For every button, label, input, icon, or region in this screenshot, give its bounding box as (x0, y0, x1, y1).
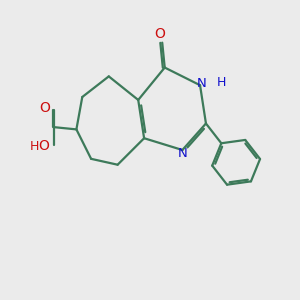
Text: H: H (217, 76, 226, 89)
Text: N: N (178, 147, 187, 160)
Text: H: H (30, 140, 39, 153)
Text: O: O (40, 101, 50, 115)
Text: O: O (154, 27, 165, 41)
Text: N: N (197, 77, 206, 90)
Text: O: O (38, 139, 49, 153)
